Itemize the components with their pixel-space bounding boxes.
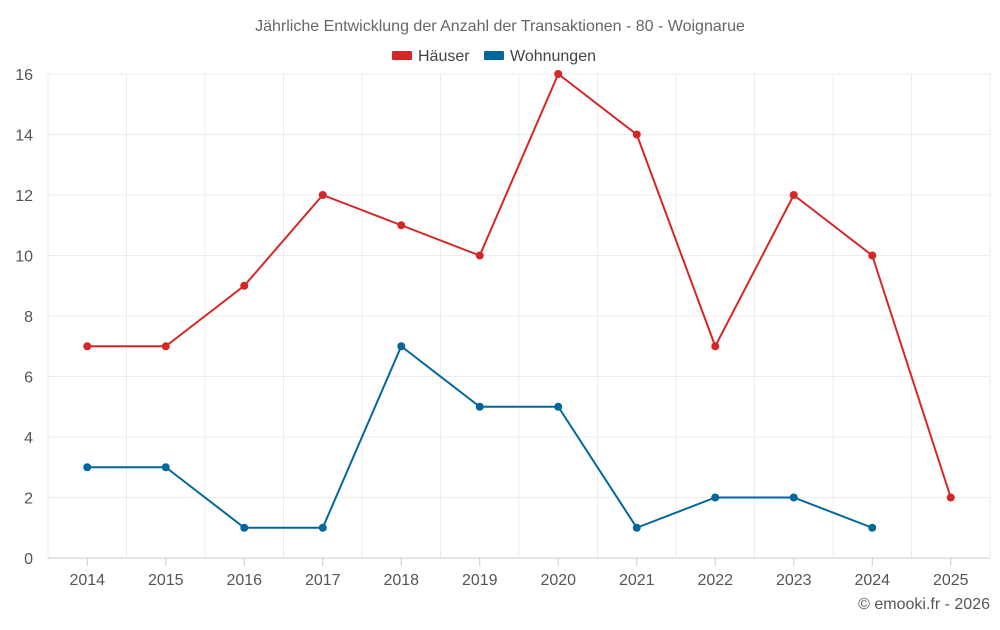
legend-label-wohnungen: Wohnungen [510,48,596,65]
x-tick-label: 2021 [619,572,655,589]
data-point-wohnungen[interactable] [554,402,563,411]
data-point-haeuser[interactable] [475,251,484,260]
y-tick-label: 14 [15,128,33,145]
series-line-haeuser [86,73,952,499]
y-tick-label: 10 [15,249,33,266]
x-tick-label: 2024 [854,572,890,589]
data-point-haeuser[interactable] [397,221,406,230]
y-tick-label: 6 [24,370,33,387]
data-point-wohnungen[interactable] [789,493,798,502]
data-point-haeuser[interactable] [946,493,955,502]
data-point-haeuser[interactable] [554,70,563,78]
data-point-haeuser[interactable] [789,191,798,199]
y-tick-label: 2 [24,491,33,508]
data-point-haeuser[interactable] [83,342,92,351]
y-tick-label: 16 [15,67,33,84]
data-point-wohnungen[interactable] [240,523,249,532]
x-tick-label: 2016 [226,572,262,589]
y-tick-label: 4 [24,430,33,447]
data-point-haeuser[interactable] [240,281,249,290]
x-tick-label: 2022 [697,572,733,589]
x-tick-label: 2025 [933,572,969,589]
credit: © emooki.fr - 2026 [858,596,990,613]
data-point-wohnungen[interactable] [711,493,720,502]
legend-item-wohnungen[interactable]: Wohnungen [484,48,596,65]
legend-swatch-wohnungen [484,51,504,60]
chart-title: Jährliche Entwicklung der Anzahl der Tra… [255,18,745,35]
x-tick-label: 2023 [776,572,812,589]
data-point-wohnungen[interactable] [397,342,406,351]
data-point-wohnungen[interactable] [161,463,170,472]
x-tick-label: 2020 [540,572,576,589]
data-point-wohnungen[interactable] [318,523,327,532]
data-point-wohnungen[interactable] [868,523,877,532]
y-tick-label: 12 [15,188,33,205]
data-point-haeuser[interactable] [318,191,327,199]
data-point-haeuser[interactable] [711,342,720,351]
data-point-wohnungen[interactable] [83,463,92,472]
data-point-haeuser[interactable] [161,342,170,351]
y-tick-label: 8 [24,309,33,326]
x-tick-label: 2015 [148,572,184,589]
x-tick-label: 2014 [69,572,105,589]
grid [47,73,991,558]
data-point-wohnungen[interactable] [475,402,484,411]
x-tick-label: 2019 [462,572,498,589]
legend: Häuser Wohnungen [392,48,596,65]
x-tick-label: 2017 [305,572,341,589]
legend-label-haeuser: Häuser [418,48,470,65]
series [83,70,955,532]
legend-swatch-haeuser [392,51,412,60]
x-tick-label: 2018 [383,572,419,589]
data-point-haeuser[interactable] [632,130,641,139]
data-point-haeuser[interactable] [868,251,877,260]
legend-item-haeuser[interactable]: Häuser [392,48,470,65]
data-point-wohnungen[interactable] [632,523,641,532]
axes: 0 2 4 6 8 10 12 14 16 2014 2015 2016 2017 2018 2019 202… [15,67,990,589]
y-tick-label: 0 [24,551,33,568]
